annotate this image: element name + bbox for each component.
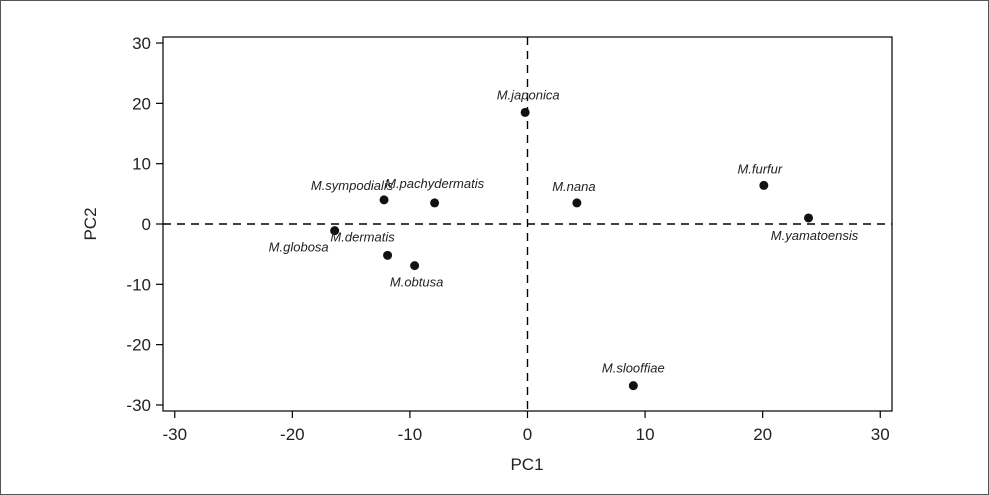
data-point-8 [410,261,420,271]
x-tick-label-1: -20 [280,425,305,444]
x-axis-title: PC1 [510,455,543,474]
x-tick-label-4: 10 [636,425,655,444]
y-tick-label-2: 10 [132,155,151,174]
axis-ticks: -30 -20 -10 0 10 20 30 30 20 10 0 -10 -20 -30 [126,34,889,444]
reference-lines [163,37,892,411]
y-tick-label-5: -20 [126,336,151,355]
point-label-3: M.nana [552,179,595,194]
data-point-7 [383,250,393,260]
y-axis-title: PC2 [81,207,100,240]
x-tick-label-6: 30 [871,425,890,444]
data-point-0 [520,107,530,117]
point-label-7: M.dermatis [330,229,395,244]
data-point-9 [628,381,638,391]
y-tick-label-6: -30 [126,396,151,415]
data-point-2 [430,198,440,208]
point-label-4: M.furfur [737,161,782,176]
data-point-6 [330,226,340,236]
y-tick-label-4: -10 [126,275,151,294]
point-label-1: M.sympodialis [311,178,394,193]
data-point-5 [804,213,814,223]
x-tick-label-2: -10 [398,425,423,444]
y-tick-label-3: 0 [142,215,151,234]
point-label-2: M.pachydermatis [385,176,484,191]
point-label-5: M.yamatoensis [771,228,859,243]
data-point-4 [759,180,769,190]
data-point-1 [379,195,389,205]
y-tick-label-1: 20 [132,94,151,113]
x-tick-label-0: -30 [162,425,187,444]
y-tick-label-0: 30 [132,34,151,53]
point-label-8: M.obtusa [390,275,443,290]
point-label-0: M.japonica [497,87,560,102]
x-tick-label-3: 0 [523,425,532,444]
point-label-6: M.globosa [269,240,329,255]
data-point-3 [572,198,582,208]
point-label-9: M.slooffiae [602,361,665,376]
x-tick-label-5: 20 [753,425,772,444]
